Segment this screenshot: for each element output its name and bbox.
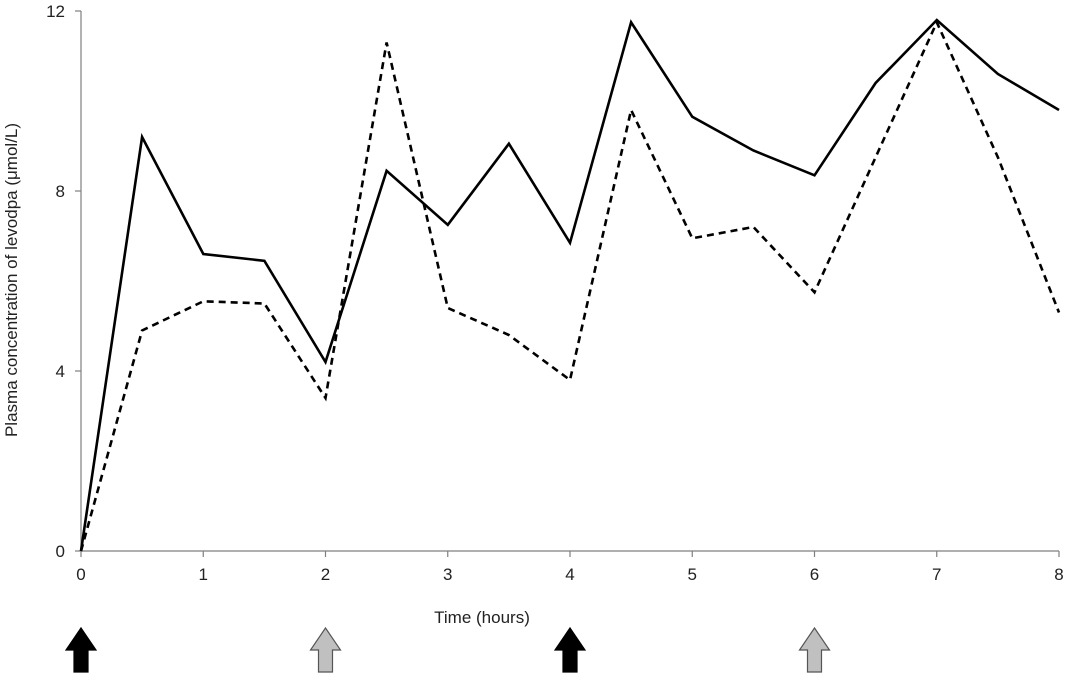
- data-point: [140, 135, 145, 140]
- data-point: [568, 240, 573, 245]
- data-point: [568, 378, 573, 383]
- data-point: [995, 72, 1000, 77]
- data-point: [873, 155, 878, 160]
- series-lines: [79, 18, 1062, 554]
- x-tick-label: 0: [76, 565, 85, 584]
- data-point: [79, 549, 84, 554]
- series-line-dashed: [79, 19, 1061, 552]
- data-point: [812, 290, 817, 295]
- series-line-solid: [79, 18, 1060, 552]
- data-point: [445, 222, 450, 227]
- y-tick-label: 12: [46, 2, 65, 21]
- data-point: [812, 173, 817, 178]
- x-tick-label: 2: [321, 565, 330, 584]
- y-tick-label: 0: [56, 542, 65, 561]
- data-point: [201, 252, 206, 257]
- x-tick-label: 6: [810, 565, 819, 584]
- x-tick-label: 4: [565, 565, 574, 584]
- data-point: [1057, 310, 1062, 315]
- data-point: [751, 225, 756, 230]
- x-tick-label: 8: [1054, 565, 1063, 584]
- data-point: [506, 141, 511, 146]
- data-point: [690, 114, 695, 119]
- data-point: [384, 40, 389, 45]
- y-axis-title: Plasma concentration of levodpa (μmol/L): [2, 123, 21, 437]
- data-point: [934, 20, 939, 25]
- dose-arrow-black-icon: [553, 626, 587, 673]
- x-axis-title: Time (hours): [434, 608, 530, 627]
- data-point: [506, 333, 511, 338]
- dose-arrow-gray-icon: [798, 626, 831, 673]
- data-point: [201, 299, 206, 304]
- dose-arrow-gray-icon: [309, 626, 342, 673]
- data-point: [140, 328, 145, 333]
- data-point: [995, 155, 1000, 160]
- y-tick-label: 8: [56, 182, 65, 201]
- x-tick-label: 1: [199, 565, 208, 584]
- x-tick-label: 3: [443, 565, 452, 584]
- data-point: [629, 20, 634, 25]
- dose-arrow-black-icon: [64, 626, 98, 673]
- dose-markers: [64, 626, 831, 673]
- data-point: [751, 148, 756, 153]
- data-point: [1057, 108, 1062, 113]
- data-point: [873, 81, 878, 86]
- data-point: [323, 396, 328, 401]
- data-point: [690, 236, 695, 241]
- x-tick-label: 7: [932, 565, 941, 584]
- y-tick-label: 4: [56, 362, 65, 381]
- data-point: [629, 108, 634, 113]
- data-point: [445, 306, 450, 311]
- data-point: [384, 168, 389, 173]
- data-point: [262, 258, 267, 263]
- data-point: [262, 301, 267, 306]
- data-point: [323, 360, 328, 365]
- x-tick-label: 5: [688, 565, 697, 584]
